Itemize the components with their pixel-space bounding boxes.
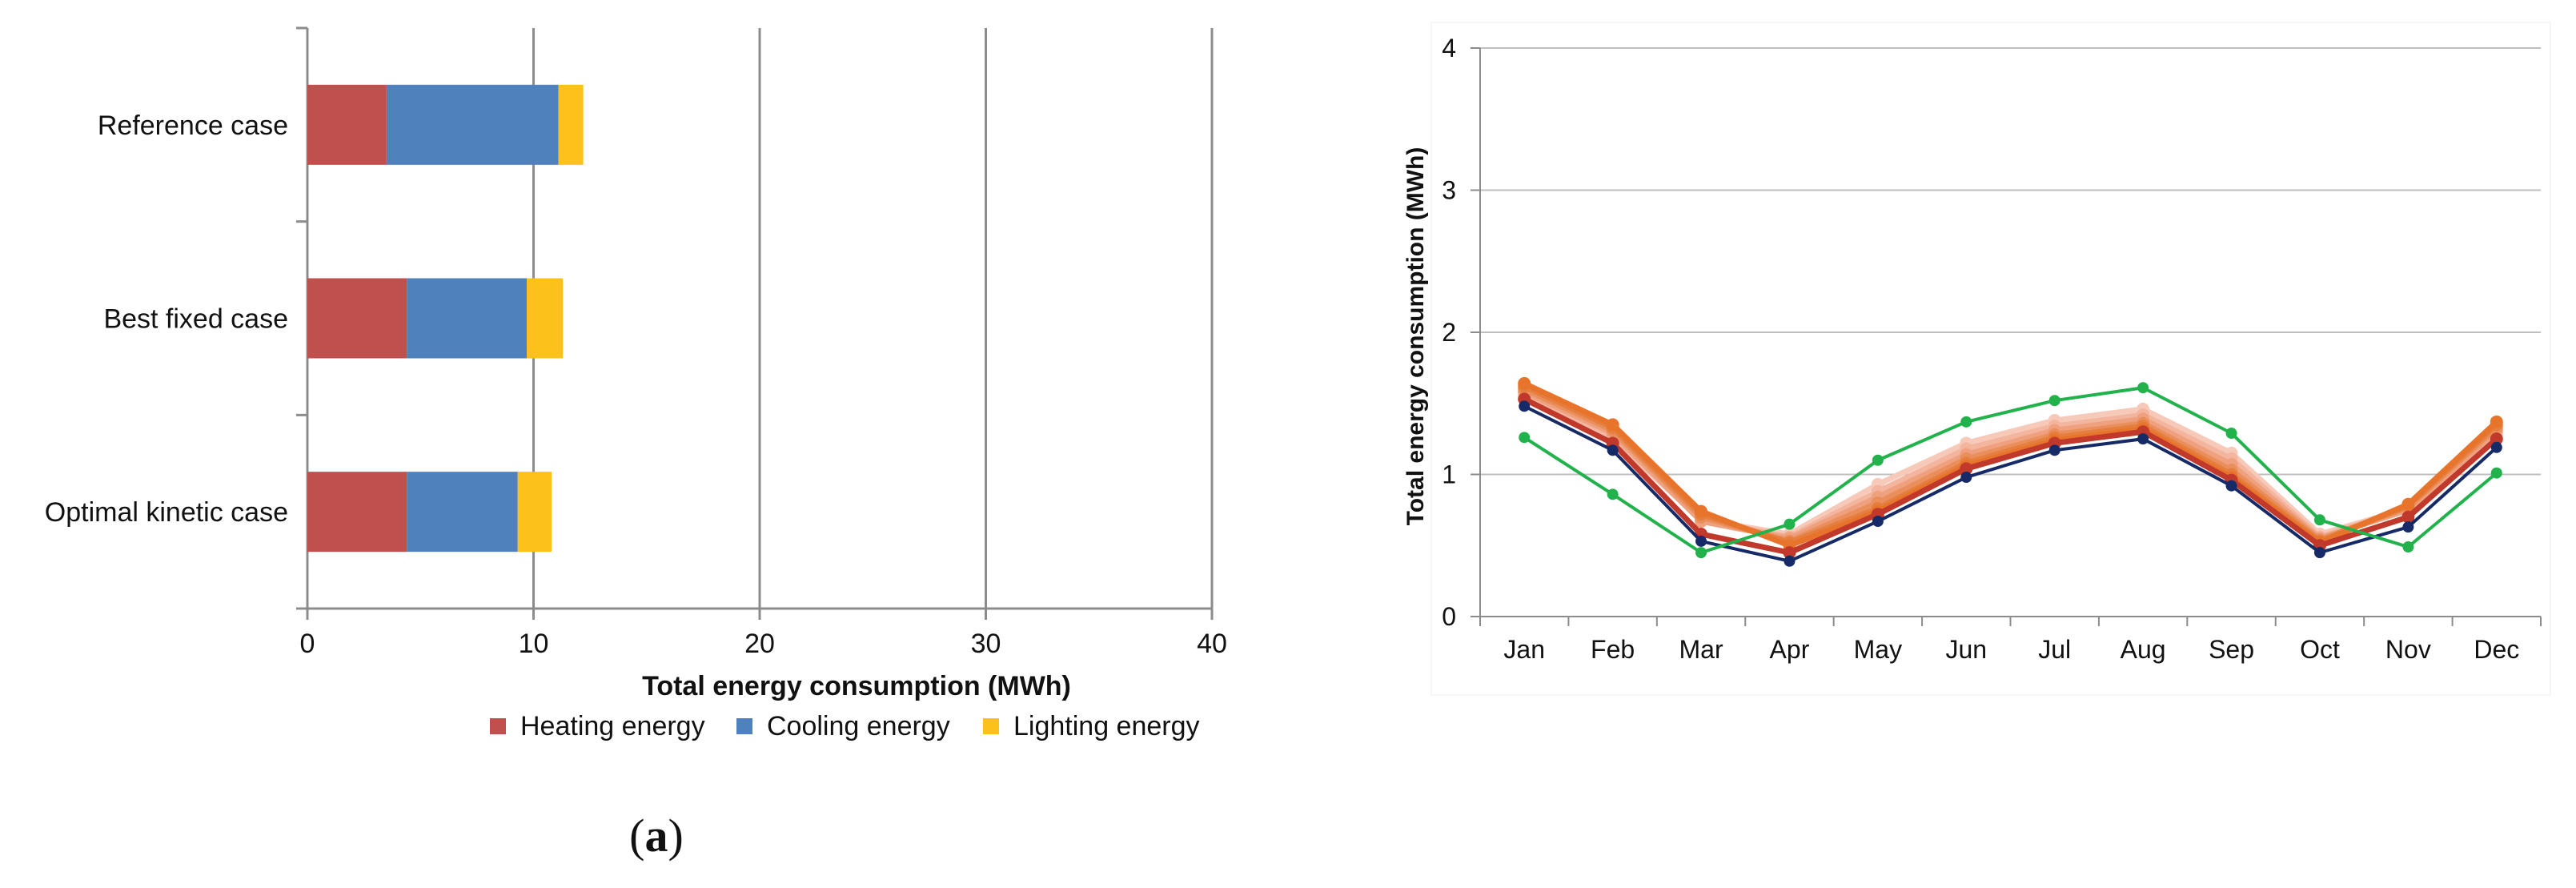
bar-chart-tick-labels: 0 10 20 30 40 (300, 629, 1227, 659)
bar-segment-heating-energy (307, 84, 387, 165)
series-8-point (2048, 444, 2060, 456)
line-chart-y-axis-label: Total energy consumption (MWh) (1402, 147, 1429, 526)
series-6-point (1606, 418, 1619, 432)
legend-swatch (490, 718, 506, 734)
series-8-point (2137, 433, 2149, 445)
category-label: Optimal kinetic case (45, 497, 288, 528)
line-chart-series (1518, 376, 2503, 567)
monthly-line-chart: 0 1 2 3 4 Jan Feb Mar Apr May Jun Jul Aug Sep Oct Nov De… (1402, 22, 2551, 696)
series-9-point (1960, 416, 1972, 428)
bar-segment-lighting-energy (527, 278, 564, 359)
series-8-point (1519, 400, 1531, 412)
legend-label: Heating energy (520, 711, 705, 741)
x-tick-label: 0 (300, 629, 315, 659)
caption-letter: a (644, 810, 668, 862)
series-line-7 (1523, 396, 2499, 556)
series-9-point (2137, 382, 2149, 394)
x-tick-label: Dec (2474, 635, 2519, 664)
bar-segment-lighting-energy (517, 472, 552, 552)
legend-swatch (736, 718, 752, 734)
line-chart-axes (1471, 47, 2542, 626)
x-tick-label: Feb (1591, 635, 1635, 664)
series-line-8 (1523, 404, 2498, 563)
series-7-point (1960, 462, 1973, 476)
bar-segment-cooling-energy (407, 472, 518, 552)
series-6-point (2401, 497, 2415, 511)
x-tick-label: Jun (1945, 635, 1987, 664)
bar-segment-heating-energy (307, 278, 407, 359)
caption-open-paren: ( (629, 810, 645, 862)
series-8-point (1695, 535, 1707, 547)
x-tick-label: 10 (519, 629, 549, 659)
x-tick-label: Nov (2385, 635, 2431, 664)
series-8-point (1960, 472, 1972, 484)
series-8-point (2402, 521, 2414, 533)
series-9-point (1519, 432, 1531, 444)
stacked-bar-chart: Reference case Best fixed case Optimal kin… (45, 26, 1227, 741)
series-9-point (1784, 518, 1796, 530)
x-tick-label: Mar (1679, 635, 1723, 664)
series-8-point (2225, 480, 2237, 492)
caption-close-paren: ) (668, 810, 684, 862)
line-chart-gridlines (1480, 47, 2541, 476)
series-9-point (2225, 428, 2237, 440)
x-tick-label: 30 (971, 629, 1001, 659)
bar-segment-cooling-energy (407, 278, 528, 359)
x-tick-label: 40 (1197, 629, 1227, 659)
series-7-point (2490, 432, 2503, 446)
series-6-point (1695, 504, 1708, 518)
legend-label: Lighting energy (1013, 711, 1200, 741)
series-8-point (1872, 516, 1884, 528)
x-tick-label: Aug (2121, 635, 2166, 664)
line-chart-tick-labels: 0 1 2 3 4 Jan Feb Mar Apr May Jun Jul Aug Sep Oct Nov De… (1442, 34, 2519, 664)
bar-chart-legend: Heating energy Cooling energy Lighting ene… (490, 711, 1200, 741)
series-8-point (2313, 547, 2325, 559)
figure-caption: (a) (0, 809, 1313, 862)
y-tick-label: 1 (1442, 460, 1456, 489)
series-9-point (2048, 395, 2060, 407)
series-8-point (1784, 555, 1796, 567)
y-tick-label: 2 (1442, 318, 1456, 347)
series-6-point (2490, 415, 2503, 428)
bar-chart-x-axis-label: Total energy consumption (MWh) (642, 671, 1071, 701)
bar-chart-gridlines (532, 28, 1214, 609)
series-9-point (2402, 541, 2414, 553)
series-line-9 (1523, 386, 2498, 555)
category-label: Reference case (98, 110, 288, 141)
y-tick-label: 0 (1442, 602, 1456, 631)
series-8-point (1607, 444, 1619, 456)
series-7-point (2401, 510, 2415, 524)
series-9-point (1872, 454, 1884, 466)
x-tick-label: May (1854, 635, 1902, 664)
x-tick-label: Apr (1770, 635, 1810, 664)
legend-label: Cooling energy (767, 711, 950, 741)
series-9-point (1607, 488, 1619, 500)
y-tick-label: 3 (1442, 176, 1456, 205)
bar-chart-bars (307, 84, 584, 552)
x-tick-label: Jul (2038, 635, 2071, 664)
series-9-point (2490, 467, 2502, 479)
x-tick-label: Sep (2209, 635, 2254, 664)
series-6-point (1518, 376, 1531, 390)
x-tick-label: 20 (744, 629, 775, 659)
bar-segment-heating-energy (307, 472, 407, 552)
x-tick-label: Jan (1503, 635, 1545, 664)
bar-chart-category-labels: Reference case Best fixed case Optimal kin… (45, 110, 288, 528)
series-7-point (1783, 546, 1796, 560)
x-tick-label: Oct (2300, 635, 2340, 664)
y-tick-label: 4 (1442, 34, 1456, 62)
category-label: Best fixed case (103, 304, 288, 335)
series-9-point (1695, 547, 1707, 559)
bar-segment-cooling-energy (386, 84, 559, 165)
series-9-point (2313, 514, 2325, 526)
bar-segment-lighting-energy (558, 84, 584, 165)
series-8-point (2490, 441, 2502, 453)
legend-swatch (983, 718, 999, 734)
